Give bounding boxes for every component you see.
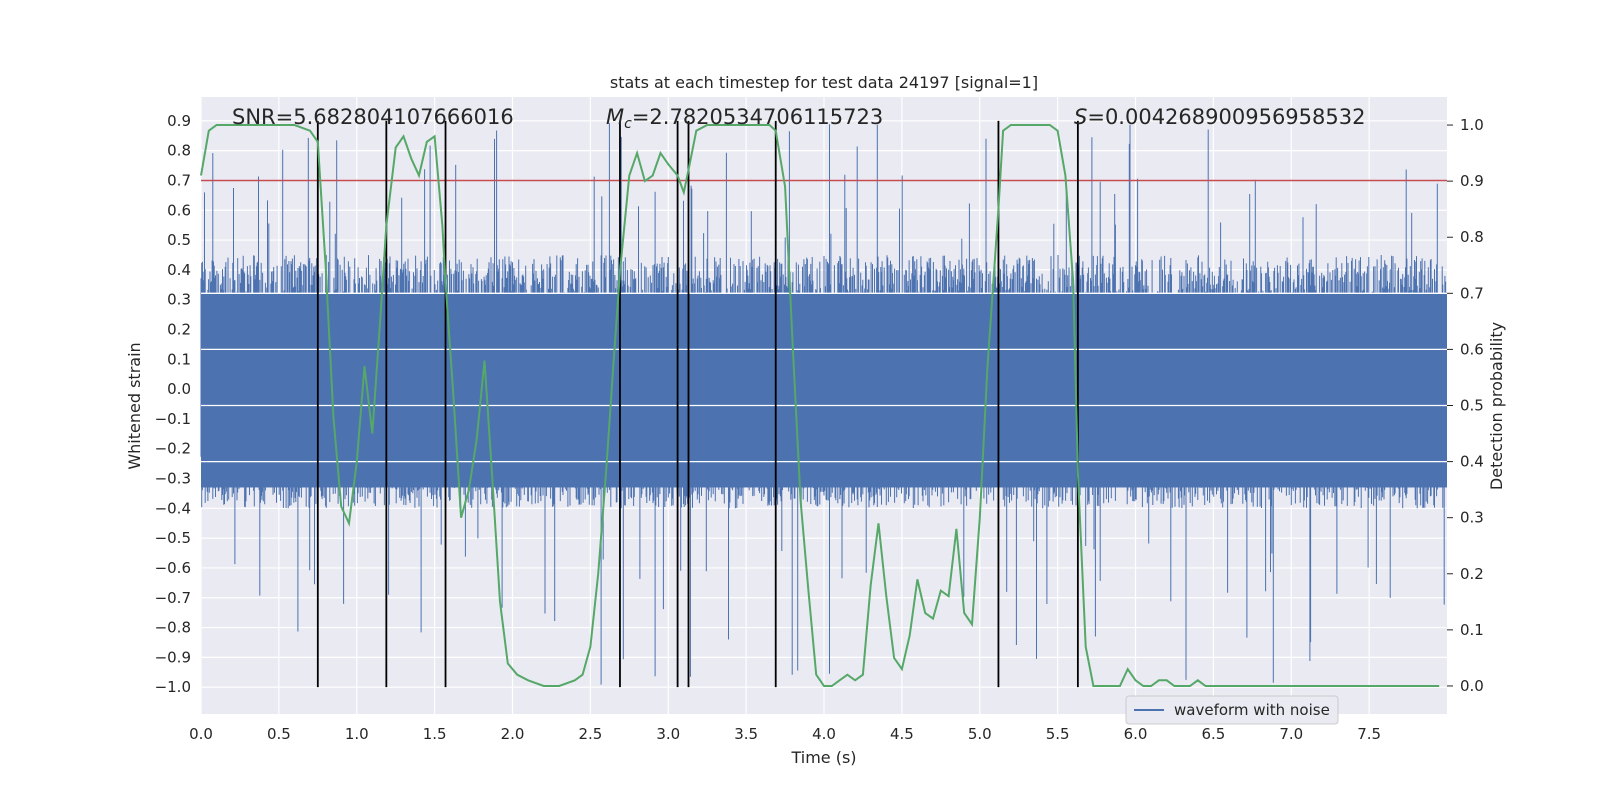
y-left-tick-label: 0.6 bbox=[167, 201, 191, 219]
y-left-tick-label: 0.1 bbox=[167, 350, 191, 368]
chirp-mass-value: =2.7820534706115723 bbox=[632, 105, 883, 129]
y-left-tick-label: −0.9 bbox=[155, 648, 191, 666]
x-tick-label: 3.0 bbox=[656, 725, 680, 743]
legend-box bbox=[1125, 695, 1339, 725]
y-right-tick-label: 0.7 bbox=[1460, 284, 1484, 302]
x-tick-label: 2.5 bbox=[578, 725, 602, 743]
x-axis-ticks: 0.0 0.5 1.0 1.5 2.0 2.5 3.0 3.5 4.0 4.5 5.0 5.5 6.0 6… bbox=[189, 725, 1381, 743]
y-right-tick-label: 0.0 bbox=[1460, 677, 1484, 695]
chirp-mass-subscript: c bbox=[624, 116, 632, 132]
y-right-axis-label: Detection probability bbox=[1487, 322, 1506, 490]
waveform-core bbox=[201, 293, 1447, 488]
y-right-tick-label: 0.4 bbox=[1460, 453, 1484, 471]
y-left-tick-label: 0.9 bbox=[167, 112, 191, 130]
grid-overlay bbox=[201, 292, 1447, 463]
y-right-tick-label: 0.8 bbox=[1460, 228, 1484, 246]
y-left-axis-ticks: 0.9 0.8 0.7 0.6 0.5 0.4 0.3 0.2 0.1 0.0 −0.1 −0.2 −0… bbox=[155, 112, 191, 696]
x-tick-label: 0.0 bbox=[189, 725, 213, 743]
y-left-tick-label: −0.5 bbox=[155, 529, 191, 547]
x-axis-label: Time (s) bbox=[790, 748, 856, 767]
chirp-mass-symbol: M bbox=[606, 105, 624, 129]
y-right-tick-label: 0.9 bbox=[1460, 172, 1484, 190]
waveform-core-band bbox=[201, 293, 1447, 488]
x-tick-label: 7.5 bbox=[1357, 725, 1381, 743]
y-left-tick-label: 0.2 bbox=[167, 320, 191, 338]
y-left-tick-label: 0.3 bbox=[167, 291, 191, 309]
x-tick-label: 6.5 bbox=[1201, 725, 1225, 743]
x-tick-label: 7.0 bbox=[1279, 725, 1303, 743]
detection-probability-series bbox=[200, 124, 1440, 687]
s-symbol: S bbox=[1074, 105, 1087, 129]
x-tick-label: 2.0 bbox=[501, 725, 525, 743]
detection-probability-line bbox=[200, 124, 1440, 687]
chart-title: stats at each timestep for test data 241… bbox=[610, 73, 1038, 92]
x-tick-label: 1.5 bbox=[423, 725, 447, 743]
y-left-tick-label: 0.5 bbox=[167, 231, 191, 249]
x-tick-label: 5.0 bbox=[968, 725, 992, 743]
legend-label-waveform: waveform with noise bbox=[1174, 701, 1330, 719]
y-left-tick-label: 0.4 bbox=[167, 261, 191, 279]
vertical-markers bbox=[316, 120, 1079, 688]
y-right-tick-label: 0.6 bbox=[1460, 340, 1484, 358]
y-left-tick-label: −0.1 bbox=[155, 410, 191, 428]
legend: waveform with noise bbox=[1125, 695, 1339, 725]
y-left-tick-label: −0.2 bbox=[155, 440, 191, 458]
y-left-tick-label: 0.0 bbox=[167, 380, 191, 398]
x-tick-label: 0.5 bbox=[267, 725, 291, 743]
y-right-tick-label: 1.0 bbox=[1460, 116, 1484, 134]
y-left-tick-label: 0.8 bbox=[167, 142, 191, 160]
chirp-mass-annotation: Mc=2.7820534706115723 bbox=[606, 105, 883, 132]
x-tick-label: 6.0 bbox=[1124, 725, 1148, 743]
y-right-tick-label: 0.5 bbox=[1460, 397, 1484, 415]
y-left-tick-label: −0.7 bbox=[155, 589, 191, 607]
y-left-tick-label: −0.4 bbox=[155, 499, 191, 517]
y-right-tick-label: 0.1 bbox=[1460, 621, 1484, 639]
s-value: =0.004268900956958532 bbox=[1087, 105, 1365, 129]
x-tick-label: 4.0 bbox=[812, 725, 836, 743]
s-annotation: S=0.004268900956958532 bbox=[1074, 105, 1365, 129]
x-tick-label: 4.5 bbox=[890, 725, 914, 743]
y-left-axis-label: Whitened strain bbox=[125, 342, 144, 469]
x-tick-label: 3.5 bbox=[734, 725, 758, 743]
x-tick-label: 1.0 bbox=[345, 725, 369, 743]
x-tick-label: 5.5 bbox=[1046, 725, 1070, 743]
y-right-tick-label: 0.2 bbox=[1460, 565, 1484, 583]
y-left-tick-label: −0.8 bbox=[155, 619, 191, 637]
y-right-axis-ticks: 1.0 0.9 0.8 0.7 0.6 0.5 0.4 0.3 0.2 0.1 0.0 bbox=[1447, 116, 1484, 695]
y-left-tick-label: −1.0 bbox=[155, 678, 191, 696]
y-left-tick-label: −0.3 bbox=[155, 470, 191, 488]
snr-annotation: SNR=5.682804107666016 bbox=[232, 105, 514, 129]
y-left-tick-label: 0.7 bbox=[167, 171, 191, 189]
y-right-tick-label: 0.3 bbox=[1460, 509, 1484, 527]
y-left-tick-label: −0.6 bbox=[155, 559, 191, 577]
